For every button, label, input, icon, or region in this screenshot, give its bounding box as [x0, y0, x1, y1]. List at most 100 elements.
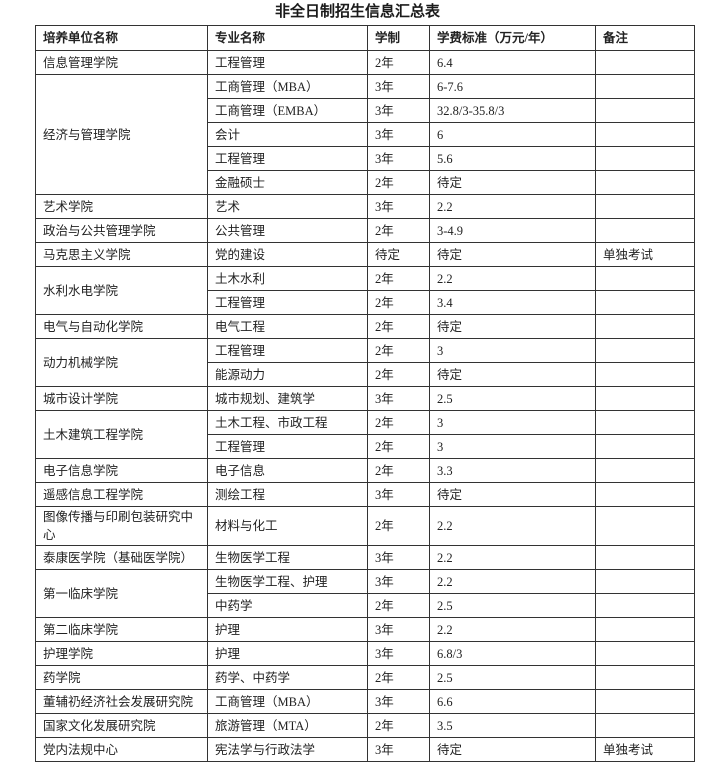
tuition-cell: 6.8/3: [429, 641, 596, 666]
note-cell: [595, 362, 695, 387]
unit-cell: 董辅礽经济社会发展研究院: [35, 689, 208, 714]
note-cell: [595, 146, 695, 171]
table-row: 土木建筑工程学院 土木工程、市政工程 2年 3: [35, 410, 695, 459]
tuition-cell: 待定: [429, 314, 596, 339]
major-cell: 工程管理: [207, 338, 368, 363]
major-cell: 护理: [207, 617, 368, 642]
tuition-cell: 2.5: [429, 593, 596, 618]
duration-cell: 3年: [367, 98, 430, 123]
duration-cell: 3年: [367, 386, 430, 411]
tuition-cell: 2.2: [429, 545, 596, 570]
tuition-cell: 6.6: [429, 689, 596, 714]
duration-cell: 2年: [367, 50, 430, 75]
unit-cell: 党内法规中心: [35, 737, 208, 762]
major-cell: 金融硕士: [207, 170, 368, 195]
note-cell: [595, 545, 695, 570]
note-cell: [595, 338, 695, 363]
table-row: 经济与管理学院 工商管理（MBA） 3年 6-7.6: [35, 74, 695, 195]
duration-cell: 3年: [367, 569, 430, 594]
tuition-cell: 5.6: [429, 146, 596, 171]
unit-cell: 经济与管理学院: [35, 74, 208, 195]
duration-cell: 2年: [367, 713, 430, 738]
unit-cell: 第一临床学院: [35, 569, 208, 618]
major-cell: 测绘工程: [207, 482, 368, 507]
duration-cell: 2年: [367, 665, 430, 690]
duration-cell: 3年: [367, 482, 430, 507]
unit-cell: 泰康医学院（基础医学院）: [35, 545, 208, 570]
header-row: 培养单位名称 专业名称 学制 学费标准（万元/年） 备注: [35, 25, 695, 51]
table-body: 信息管理学院 工程管理 2年 6.4 经济与管理学院 工商管理（MBA） 3年 6-7.6 工商…: [35, 50, 695, 762]
table-row: 城市设计学院 城市规划、建筑学 3年 2.5: [35, 386, 695, 411]
note-cell: [595, 482, 695, 507]
major-cell: 护理: [207, 641, 368, 666]
duration-cell: 2年: [367, 266, 430, 291]
table-row: 国家文化发展研究院 旅游管理（MTA） 2年 3.5: [35, 713, 695, 738]
table-row: 马克思主义学院 党的建设 待定 待定 单独考试: [35, 242, 695, 267]
note-cell: [595, 290, 695, 315]
note-cell: [595, 506, 695, 546]
unit-cell: 水利水电学院: [35, 266, 208, 315]
duration-cell: 3年: [367, 641, 430, 666]
major-cell: 宪法学与行政法学: [207, 737, 368, 762]
unit-cell: 信息管理学院: [35, 50, 208, 75]
tuition-cell: 待定: [429, 362, 596, 387]
unit-cell: 第二临床学院: [35, 617, 208, 642]
duration-cell: 3年: [367, 146, 430, 171]
note-cell: [595, 218, 695, 243]
note-cell: [595, 689, 695, 714]
table-row: 电气与自动化学院 电气工程 2年 待定: [35, 314, 695, 339]
note-cell: [595, 314, 695, 339]
tuition-cell: 6.4: [429, 50, 596, 75]
table-row: 金融硕士 2年 待定: [36, 170, 695, 195]
tuition-cell: 6: [429, 122, 596, 147]
note-cell: [595, 50, 695, 75]
duration-cell: 3年: [367, 74, 430, 99]
major-cell: 工商管理（MBA）: [207, 689, 368, 714]
unit-cell: 护理学院: [35, 641, 208, 666]
note-cell: [595, 593, 695, 618]
note-cell: 单独考试: [595, 737, 695, 762]
note-cell: [595, 98, 695, 123]
unit-cell: 电气与自动化学院: [35, 314, 208, 339]
major-cell: 土木工程、市政工程: [207, 410, 368, 435]
tuition-cell: 2.2: [429, 617, 596, 642]
duration-cell: 3年: [367, 617, 430, 642]
note-cell: [595, 194, 695, 219]
duration-cell: 2年: [367, 593, 430, 618]
duration-cell: 2年: [367, 362, 430, 387]
major-cell: 电子信息: [207, 458, 368, 483]
note-cell: [595, 713, 695, 738]
tuition-cell: 待定: [429, 170, 596, 195]
tuition-cell: 待定: [429, 737, 596, 762]
duration-cell: 3年: [367, 689, 430, 714]
unit-cell: 图像传播与印刷包装研究中心: [35, 506, 208, 546]
note-cell: [595, 74, 695, 99]
tuition-cell: 32.8/3-35.8/3: [429, 98, 596, 123]
table-row: 工程管理 3年 5.6: [36, 146, 695, 171]
table-row: 泰康医学院（基础医学院） 生物医学工程 3年 2.2: [35, 545, 695, 570]
note-cell: [595, 122, 695, 147]
major-cell: 旅游管理（MTA）: [207, 713, 368, 738]
tuition-cell: 2.2: [429, 194, 596, 219]
tuition-cell: 待定: [429, 242, 596, 267]
duration-cell: 2年: [367, 458, 430, 483]
unit-cell: 马克思主义学院: [35, 242, 208, 267]
table-row: 水利水电学院 土木水利 2年 2.2: [35, 266, 695, 315]
note-cell: [595, 617, 695, 642]
table-row: 药学院 药学、中药学 2年 2.5: [35, 665, 695, 690]
table-row: 工商管理（EMBA） 3年 32.8/3-35.8/3: [36, 98, 695, 123]
tuition-cell: 3.4: [429, 290, 596, 315]
tuition-cell: 3.5: [429, 713, 596, 738]
note-cell: [595, 266, 695, 291]
major-cell: 工程管理: [207, 434, 368, 459]
unit-cell: 动力机械学院: [35, 338, 208, 387]
note-cell: [595, 410, 695, 435]
column-header: 学费标准（万元/年）: [429, 25, 596, 51]
major-cell: 公共管理: [207, 218, 368, 243]
major-cell: 中药学: [207, 593, 368, 618]
major-cell: 土木水利: [207, 266, 368, 291]
tuition-cell: 3: [429, 338, 596, 363]
duration-cell: 2年: [367, 506, 430, 546]
major-cell: 生物医学工程: [207, 545, 368, 570]
